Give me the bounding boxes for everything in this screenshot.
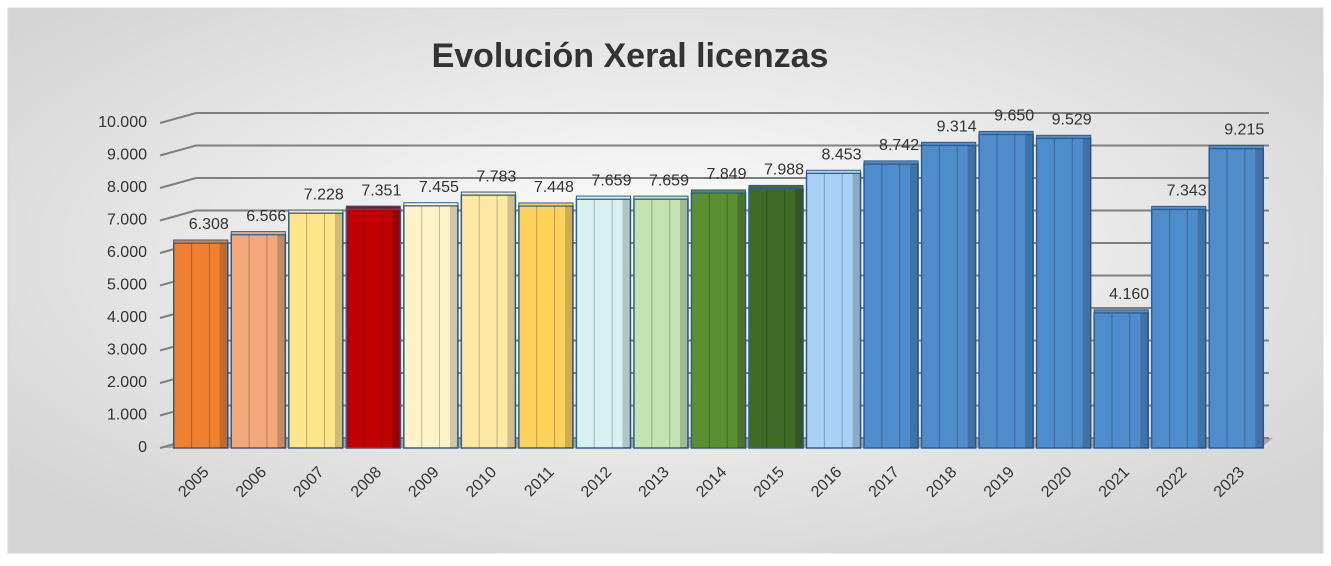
bar-side xyxy=(564,205,573,448)
bar xyxy=(172,242,229,449)
bar xyxy=(1093,312,1149,449)
bar-side xyxy=(622,199,631,448)
value-label: 6.308 xyxy=(189,216,229,233)
y-tick-label: 3.000 xyxy=(107,342,147,359)
bar-top xyxy=(1151,205,1207,210)
bar-side xyxy=(737,192,746,448)
bar-top xyxy=(921,141,977,146)
bar-side xyxy=(392,209,401,448)
bar-top xyxy=(690,189,747,194)
value-label: 7.343 xyxy=(1167,183,1207,200)
bar-top xyxy=(1036,134,1092,139)
bar-top xyxy=(748,184,804,189)
bar xyxy=(690,192,747,449)
y-tick-label: 10.000 xyxy=(98,114,147,131)
y-tick-label: 8.000 xyxy=(107,179,147,196)
bar-side xyxy=(507,195,516,448)
chart-title: Evolución Xeral licenzas xyxy=(432,37,829,75)
bar-top xyxy=(288,209,344,214)
value-label: 7.455 xyxy=(419,179,459,196)
bar xyxy=(575,198,632,449)
bar xyxy=(403,204,459,449)
bar-top xyxy=(173,239,229,244)
bar-side xyxy=(1082,138,1091,448)
bar xyxy=(978,133,1034,449)
bar-top xyxy=(403,202,459,207)
value-label: 7.783 xyxy=(476,168,516,185)
bar-top xyxy=(518,202,574,207)
value-label: 9.529 xyxy=(1052,112,1092,129)
value-label: 7.659 xyxy=(649,172,689,189)
bar-side xyxy=(219,242,228,448)
bar-top xyxy=(230,231,286,236)
bar-side xyxy=(334,213,343,448)
bar xyxy=(633,198,689,449)
bar xyxy=(518,205,574,449)
bar-side xyxy=(449,205,458,448)
bar-top xyxy=(633,195,689,200)
bar xyxy=(1150,208,1207,449)
value-label: 9.215 xyxy=(1224,122,1264,139)
bar xyxy=(920,144,977,449)
bar-top xyxy=(575,195,631,200)
value-label: 7.988 xyxy=(764,162,804,179)
bar-top xyxy=(345,205,401,210)
value-label: 7.351 xyxy=(361,182,401,199)
bar-top xyxy=(1093,309,1149,314)
bar xyxy=(288,212,344,449)
value-label: 7.849 xyxy=(706,166,746,183)
bar-side xyxy=(852,173,861,448)
bar xyxy=(805,172,862,449)
bar-top xyxy=(978,130,1034,135)
bar xyxy=(230,233,287,449)
bar xyxy=(1035,137,1092,449)
y-tick-label: 1.000 xyxy=(107,407,147,424)
bar-top xyxy=(460,191,516,196)
bar xyxy=(460,194,517,449)
bar-side xyxy=(277,234,286,448)
bar-top xyxy=(863,160,919,165)
bar-side xyxy=(910,163,919,448)
value-label: 7.448 xyxy=(534,179,574,196)
value-label: 6.566 xyxy=(246,208,286,225)
value-label: 8.453 xyxy=(822,146,862,163)
bar-side xyxy=(1025,134,1034,448)
bar-side xyxy=(1140,312,1149,448)
bar xyxy=(748,187,804,449)
bar xyxy=(345,208,402,449)
bar-side xyxy=(1197,209,1206,448)
grid-line xyxy=(159,112,1269,124)
value-label: 9.314 xyxy=(937,119,977,136)
y-tick-label: 0 xyxy=(138,439,147,456)
value-label: 4.160 xyxy=(1109,286,1149,303)
y-tick-label: 7.000 xyxy=(107,212,147,229)
value-label: 7.228 xyxy=(304,186,344,203)
grid-line xyxy=(159,144,1269,157)
y-tick-label: 4.000 xyxy=(107,309,147,326)
bar-side xyxy=(680,199,689,448)
bar xyxy=(1208,147,1265,449)
y-tick-label: 9.000 xyxy=(107,147,147,164)
bar-top xyxy=(1208,145,1264,150)
bar-top xyxy=(806,169,862,174)
y-tick-label: 5.000 xyxy=(107,277,147,294)
y-tick-label: 2.000 xyxy=(107,374,147,391)
value-label: 7.659 xyxy=(591,172,631,189)
bar-side xyxy=(795,188,804,448)
bar-side xyxy=(1255,148,1264,448)
bar xyxy=(863,163,919,449)
value-label: 8.742 xyxy=(879,137,919,154)
value-label: 9.650 xyxy=(994,108,1034,125)
y-tick-label: 6.000 xyxy=(107,244,147,261)
bar-side xyxy=(967,145,976,449)
